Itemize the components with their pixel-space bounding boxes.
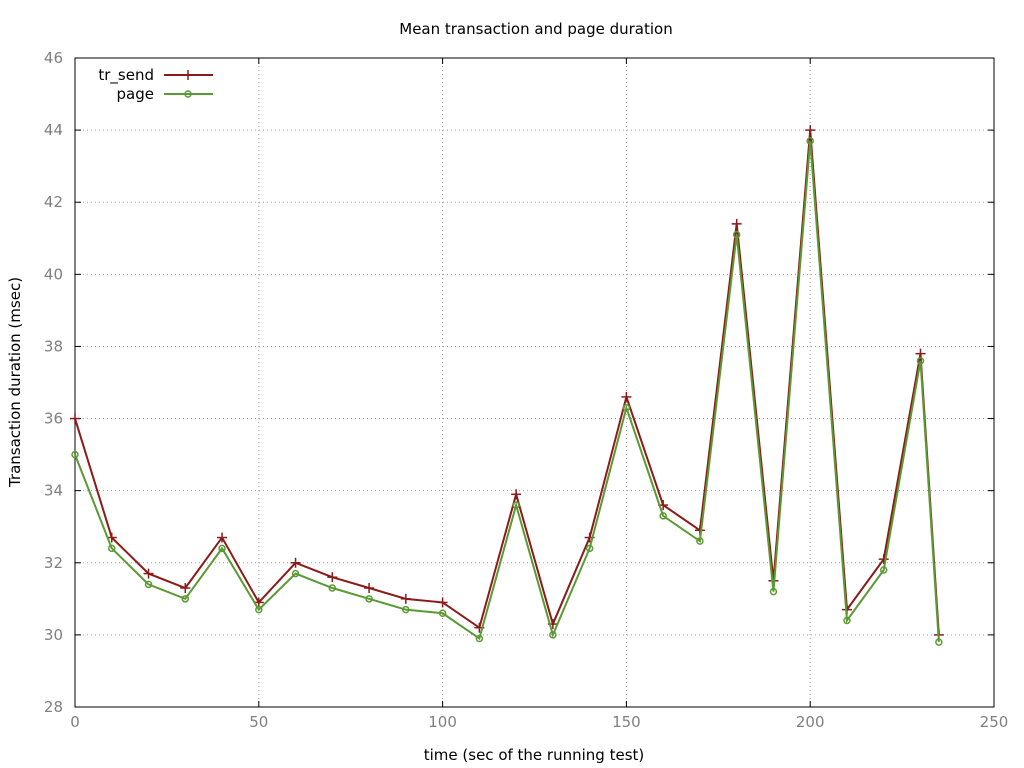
data-point bbox=[843, 616, 851, 625]
y-tick-label: 34 bbox=[44, 482, 63, 500]
x-tick-label: 150 bbox=[612, 713, 641, 731]
data-point bbox=[805, 125, 816, 136]
y-axis-label: Transaction duration (msec) bbox=[6, 277, 24, 488]
data-point bbox=[659, 512, 667, 520]
plot-frame bbox=[74, 57, 995, 708]
data-point bbox=[328, 584, 337, 592]
data-point bbox=[291, 569, 300, 578]
data-point bbox=[437, 597, 448, 608]
data-point bbox=[255, 605, 263, 614]
data-point bbox=[180, 583, 191, 594]
x-tick-label: 0 bbox=[70, 713, 80, 731]
x-tick-label: 250 bbox=[980, 713, 1009, 731]
legend-marker bbox=[184, 90, 192, 98]
data-point bbox=[915, 348, 926, 359]
legend-label: page bbox=[117, 85, 154, 103]
data-point bbox=[144, 580, 153, 589]
data-point bbox=[806, 137, 814, 145]
y-tick-label: 46 bbox=[44, 49, 63, 67]
y-tick-label: 32 bbox=[44, 554, 63, 572]
legend-entry: tr_send bbox=[98, 66, 213, 85]
y-tick-label: 30 bbox=[44, 626, 63, 644]
data-point bbox=[108, 544, 116, 553]
data-point bbox=[400, 593, 411, 604]
series-page bbox=[71, 137, 943, 646]
series-layer bbox=[70, 125, 944, 646]
data-point bbox=[143, 568, 154, 579]
data-point bbox=[769, 587, 778, 596]
x-tick-label: 200 bbox=[796, 713, 825, 731]
y-tick-label: 28 bbox=[44, 698, 63, 716]
data-point bbox=[878, 554, 889, 565]
data-point bbox=[217, 532, 228, 543]
data-point bbox=[402, 605, 410, 614]
y-tick-label: 42 bbox=[44, 193, 63, 211]
data-point bbox=[549, 631, 557, 639]
legend-label: tr_send bbox=[98, 66, 154, 85]
data-point bbox=[218, 544, 226, 553]
axes: 0 50 100 150 200 250 28 30 32 34 36 38 40 42 44 46 bbox=[44, 49, 1008, 731]
data-point bbox=[511, 489, 522, 500]
data-point bbox=[327, 572, 338, 583]
data-point bbox=[731, 218, 742, 229]
data-point bbox=[585, 544, 594, 553]
data-point bbox=[622, 403, 631, 412]
data-point bbox=[879, 566, 888, 574]
series-tr-send bbox=[70, 125, 944, 640]
y-tick-label: 36 bbox=[44, 410, 63, 428]
legend-entry: page bbox=[117, 85, 213, 103]
data-point bbox=[916, 357, 925, 365]
data-point bbox=[71, 450, 79, 459]
data-point bbox=[438, 609, 447, 618]
data-point bbox=[696, 537, 704, 545]
grid bbox=[75, 58, 994, 707]
data-point bbox=[364, 583, 375, 594]
data-point bbox=[935, 638, 943, 646]
data-point bbox=[365, 595, 373, 603]
x-axis-label: time (sec of the running test) bbox=[424, 746, 645, 764]
data-point bbox=[512, 501, 520, 509]
x-tick-label: 100 bbox=[428, 713, 457, 731]
y-tick-label: 38 bbox=[44, 337, 63, 355]
data-point bbox=[621, 391, 632, 402]
data-point bbox=[290, 557, 301, 568]
series-line bbox=[74, 140, 940, 643]
data-point bbox=[181, 595, 190, 603]
data-point bbox=[732, 230, 741, 239]
y-tick-label: 44 bbox=[44, 121, 63, 139]
data-point bbox=[70, 413, 80, 424]
chart-title: Mean transaction and page duration bbox=[399, 20, 672, 38]
series-line bbox=[74, 130, 940, 635]
data-point bbox=[475, 634, 484, 643]
y-tick-label: 40 bbox=[44, 265, 63, 283]
x-tick-label: 50 bbox=[249, 713, 268, 731]
legend-marker bbox=[183, 70, 193, 80]
